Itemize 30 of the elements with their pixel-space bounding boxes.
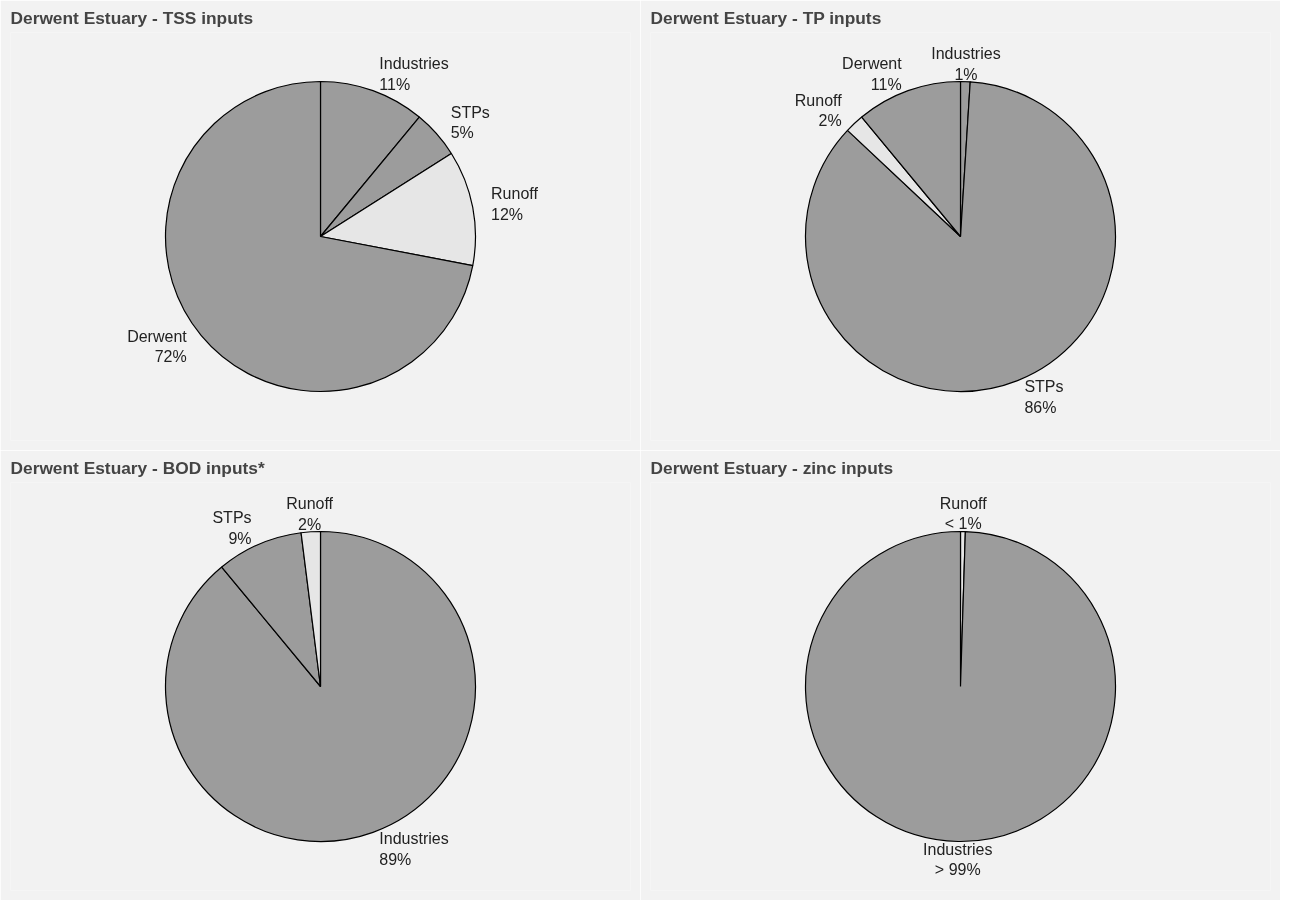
slice-label: Derwent [127,327,188,345]
slice-label: Industries [379,55,449,73]
chart-title: Derwent Estuary - TSS inputs [10,7,254,28]
slice-label: Derwent [842,55,903,73]
slice-label: Runoff [491,185,539,203]
data-label: 72% [154,348,187,366]
chart-title: Derwent Estuary - BOD inputs* [10,457,265,478]
slice-label: STPs [450,103,490,121]
slice-label: Industries [931,45,1001,63]
data-label: 2% [818,112,842,130]
data-label: 1% [954,65,978,83]
data-label: < 1% [944,515,982,533]
chart-title: Derwent Estuary - TP inputs [650,7,882,28]
data-label: 9% [228,529,252,547]
slice-label: Runoff [794,91,843,109]
data-label: 89% [379,850,412,868]
slice-label: STPs [1024,378,1064,396]
data-label: 86% [1024,398,1057,416]
data-label: 12% [491,205,524,223]
data-label: 2% [298,515,322,533]
slice-label: Runoff [939,495,988,513]
slice-label: Industries [379,830,449,848]
data-label: > 99% [934,860,981,878]
data-label: 5% [450,123,474,141]
slice-label: Runoff [286,495,334,513]
data-label: 11% [379,75,411,93]
chart-title: Derwent Estuary - zinc inputs [650,457,894,478]
slice-label: Industries [923,840,993,858]
data-label: 11% [870,75,902,93]
slice-label: STPs [212,509,252,527]
